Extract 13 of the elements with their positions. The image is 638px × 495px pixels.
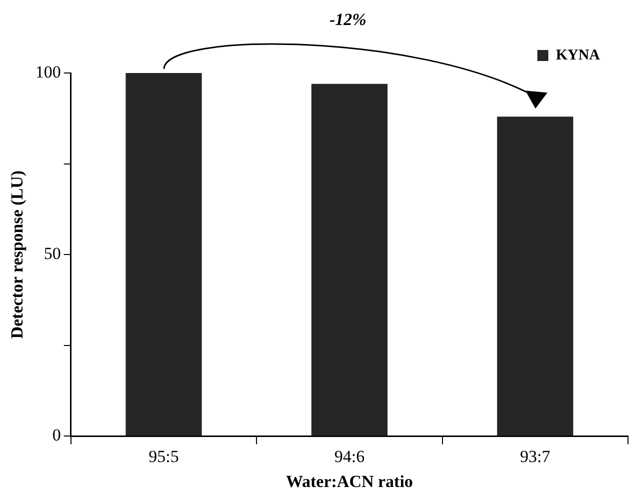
bar [311,84,388,436]
legend-label: KYNA [556,47,600,64]
x-tick-label: 93:7 [520,446,551,466]
y-tick-label: 100 [35,62,61,82]
text: -12% [329,10,366,30]
x-axis-title: Water:ACN ratio [286,472,413,492]
y-tick-label: 0 [52,426,61,445]
x-tick-label: 95:5 [148,446,179,466]
bar [126,73,202,436]
x-tick-label: 94:6 [334,446,365,466]
bar [497,116,574,436]
y-tick-label: 50 [44,244,61,264]
y-axis-title: Detector response (LU) [8,170,27,339]
